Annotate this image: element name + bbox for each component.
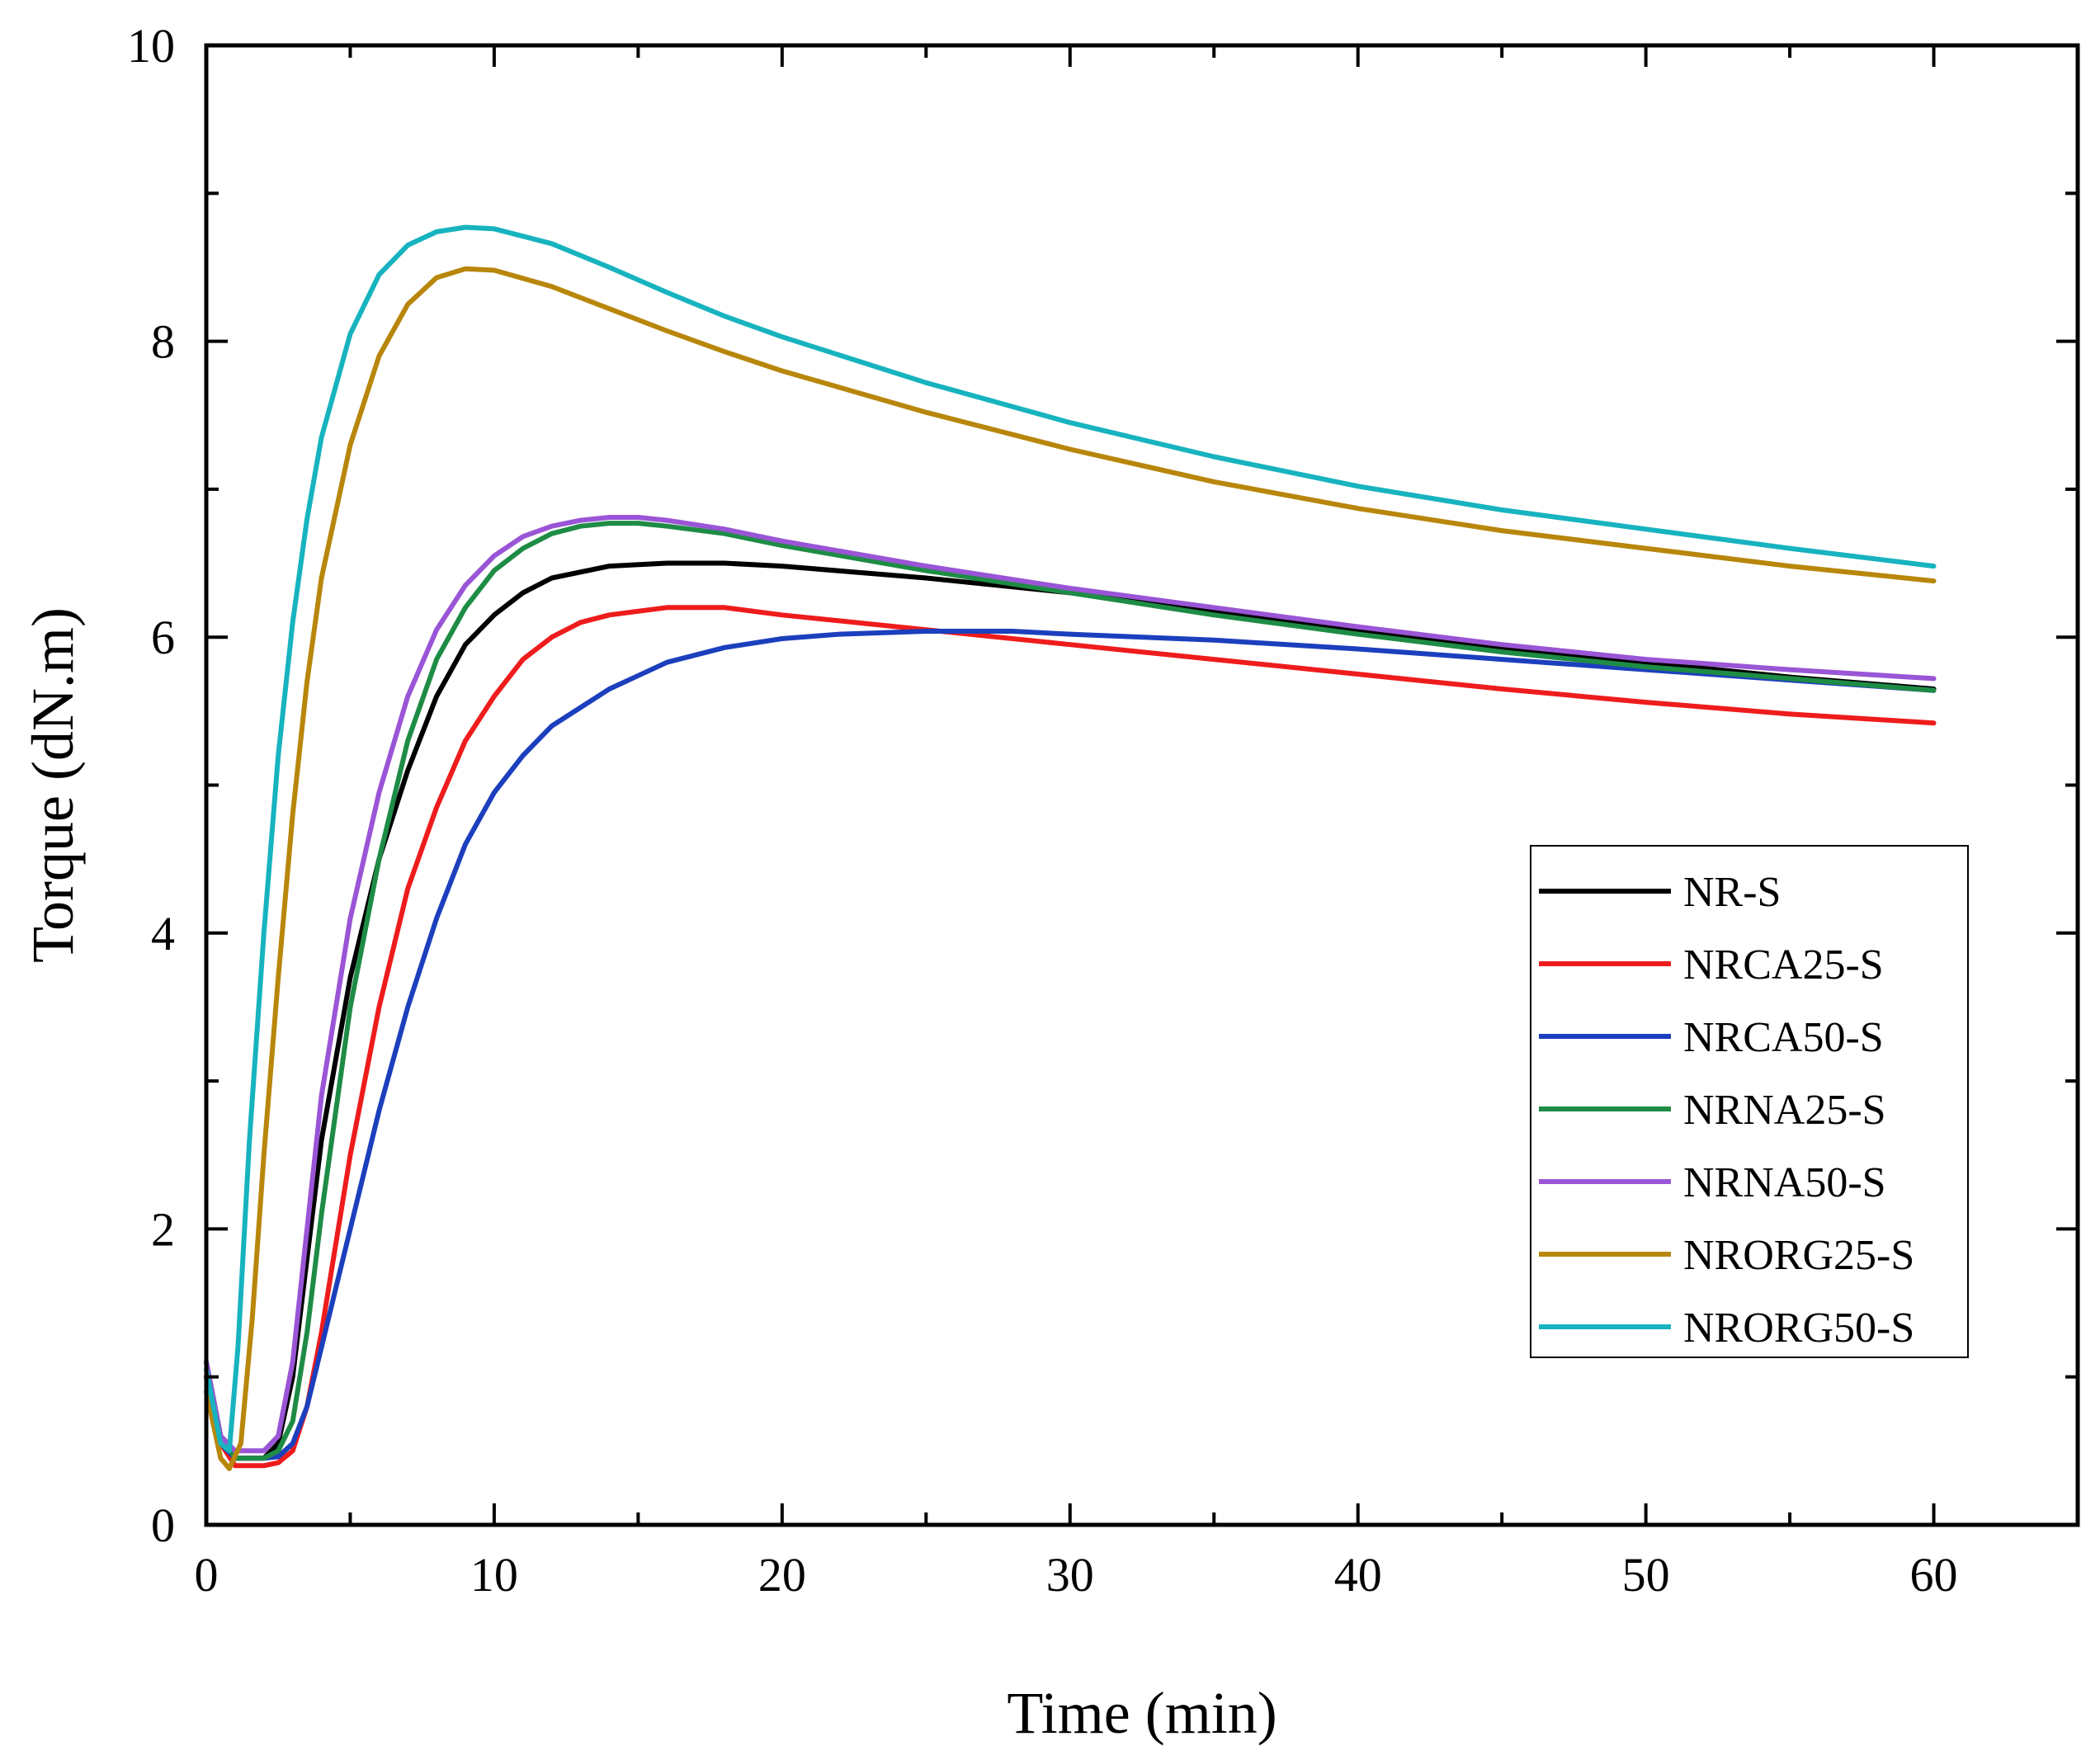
legend-label: NRORG50-S xyxy=(1683,1305,1914,1352)
x-tick-label: 60 xyxy=(1910,1548,1958,1602)
y-tick-label: 8 xyxy=(151,315,175,369)
series-line-nrorg50-s xyxy=(204,224,1937,1454)
y-tick-label: 10 xyxy=(127,19,175,73)
x-tick-label: 30 xyxy=(1046,1548,1094,1602)
axis-tick-labels: 0 10 20 30 40 50 60 0 2 4 6 8 10 xyxy=(127,19,1958,1602)
legend-label: NRCA50-S xyxy=(1683,1014,1884,1061)
x-tick-label: 10 xyxy=(470,1548,518,1602)
legend-label: NRCA25-S xyxy=(1683,941,1884,989)
series-line-nrna25-s xyxy=(204,521,1937,1461)
x-tick-label: 40 xyxy=(1334,1548,1382,1602)
x-axis-title: Time (min) xyxy=(1007,1680,1277,1746)
series-layer xyxy=(204,224,1937,1471)
legend-label: NRNA25-S xyxy=(1683,1087,1886,1134)
x-tick-label: 20 xyxy=(758,1548,806,1602)
y-tick-label: 6 xyxy=(151,611,175,664)
series-line-nrca50-s xyxy=(204,629,1937,1461)
series-line-nrna50-s xyxy=(204,515,1937,1454)
legend: NR-S NRCA25-S NRCA50-S NRNA25-S NRNA50-S NROR… xyxy=(1530,845,1969,1358)
legend-label: NRORG25-S xyxy=(1683,1232,1914,1279)
legend-box xyxy=(1530,845,1969,1358)
y-axis-title: Torque (dN.m) xyxy=(20,607,86,963)
x-tick-label: 50 xyxy=(1622,1548,1670,1602)
x-tick-label: 0 xyxy=(195,1548,219,1602)
y-tick-label: 4 xyxy=(151,907,175,960)
y-tick-label: 0 xyxy=(151,1498,175,1552)
series-line-nrca25-s xyxy=(204,605,1937,1469)
series-line-nrorg25-s xyxy=(204,266,1937,1471)
legend-label: NR-S xyxy=(1683,869,1781,916)
y-tick-label: 2 xyxy=(151,1202,175,1256)
legend-label: NRNA50-S xyxy=(1683,1159,1886,1206)
axis-ticks xyxy=(205,44,2079,1526)
